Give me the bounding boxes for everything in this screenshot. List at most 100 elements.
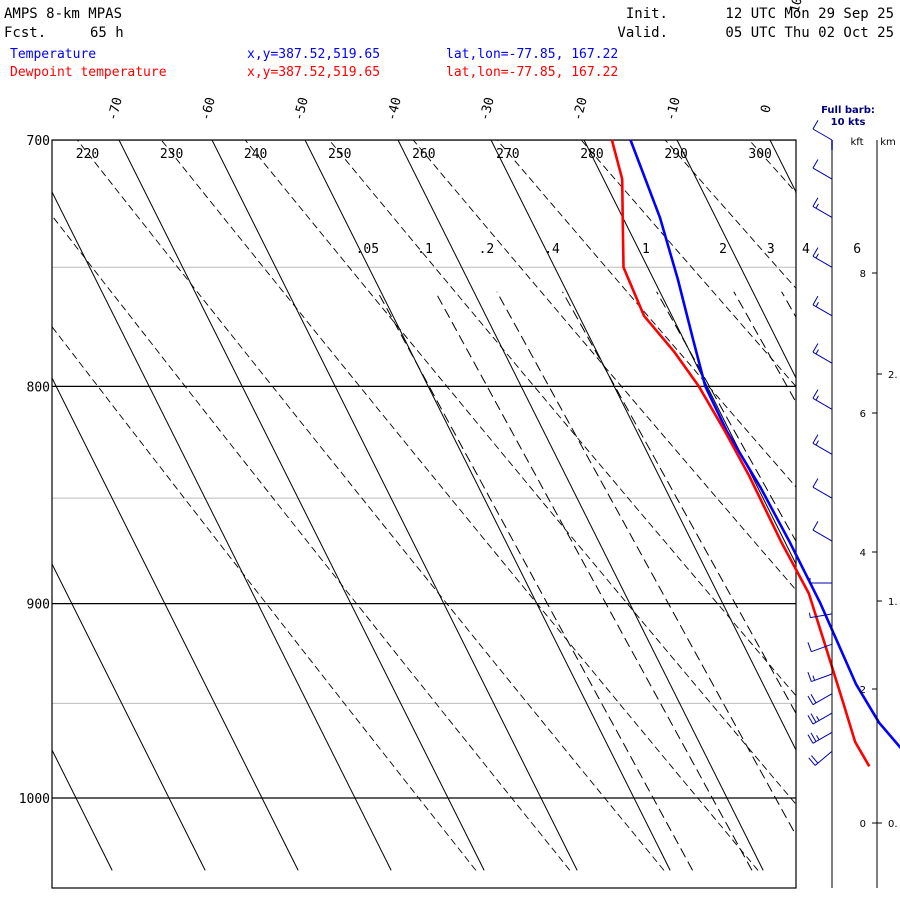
km-tick-label: 2.: [888, 370, 898, 381]
isotherm-label: -70: [105, 96, 126, 123]
dry-adiabat-line: [412, 140, 796, 591]
dry-adiabat-label: 270: [496, 147, 519, 162]
mixing-ratio-line: [377, 291, 694, 871]
wind-barb: [812, 693, 833, 706]
kft-tick-label: 2: [860, 685, 866, 696]
isotherm-label: 0: [758, 103, 775, 114]
wind-barb-flag: [810, 732, 817, 742]
isotherm-line: [850, 113, 900, 870]
wind-barb-flag: [807, 715, 814, 725]
isotherm-line: [583, 140, 796, 566]
km-tick-label: 0.: [888, 819, 898, 830]
isotherm-label: -20: [570, 96, 591, 123]
isotherm-label: -30: [477, 96, 498, 123]
wind-barb-flag: [812, 247, 819, 257]
dry-adiabat-line: [52, 326, 477, 871]
dry-adiabat-line: [664, 140, 796, 289]
wind-profile-panel: kft km 8 6 4 2 0 2. 1. 0.: [807, 120, 898, 888]
kft-tick-label: 4: [860, 548, 866, 559]
isotherm-label: -40: [384, 96, 405, 123]
wind-barb: [812, 128, 833, 141]
isotherm-line: [52, 376, 299, 871]
mixing-ratio-label: 2: [719, 242, 727, 257]
dry-adiabat-label: 280: [580, 147, 603, 162]
kft-tick-label: 6: [860, 409, 866, 420]
kft-tick-label: 0: [860, 819, 866, 830]
legend-temperature-xy: x,y=387.52,519.65: [247, 47, 380, 62]
legend-dewpoint-xy: x,y=387.52,519.65: [247, 65, 380, 80]
isotherm-line: [0, 113, 19, 870]
plot-lines: [0, 113, 900, 871]
wind-barb-flag: [812, 343, 819, 353]
wind-barb-flag: [815, 203, 819, 209]
forecast-hour: 65 h: [90, 25, 124, 41]
wind-barb: [812, 255, 833, 268]
isotherm-label: -10: [663, 96, 684, 123]
isotherm-line: [52, 562, 206, 871]
mixing-ratio-label: .4: [544, 242, 560, 257]
isotherm-label: -50: [291, 96, 312, 123]
km-tick-label: 1.: [888, 597, 898, 608]
wind-barb: [812, 712, 833, 725]
dry-adiabat-line: [160, 140, 759, 871]
isotherm-line: [676, 140, 796, 380]
wind-barb-flag: [808, 757, 816, 766]
valid-time: 05 UTC Thu 02 Oct 25: [725, 25, 894, 41]
dry-adiabat-label: 220: [76, 147, 99, 162]
mixing-ratio-label: 1: [642, 242, 650, 257]
wind-barb: [812, 529, 833, 542]
wind-barb-flag: [812, 159, 819, 169]
legend-dewpoint-latlon: lat,lon=-77.85, 167.22: [446, 65, 618, 80]
dry-adiabat-line: [496, 140, 796, 488]
valid-label: Valid.: [617, 25, 668, 41]
temperature-profile: [629, 139, 900, 750]
isotherm-line: [52, 190, 392, 871]
wind-barb-flag: [810, 713, 817, 723]
isotherm-line: [304, 140, 671, 871]
wind-barb-flag: [808, 612, 811, 618]
mixing-ratio-label: 3: [767, 242, 775, 257]
wind-barb-flag: [812, 120, 819, 130]
mixing-ratio-line: [781, 291, 796, 319]
plot-frame: [51, 139, 797, 889]
wind-barb-flag: [807, 734, 814, 744]
forecast-label: Fcst.: [4, 25, 46, 41]
dry-adiabat-line: [893, 114, 900, 871]
pressure-tick-label: 1000: [19, 792, 50, 807]
barb-key-line1: Full barb:: [821, 105, 875, 116]
wind-barb-flag: [815, 440, 819, 446]
isotherm-line: [769, 140, 796, 194]
mixing-ratio-label: .1: [417, 242, 433, 257]
wind-barb: [810, 613, 833, 619]
mixing-ratio-line: [496, 291, 796, 837]
wind-barb-flag: [815, 349, 819, 355]
wind-barb-flag: [812, 197, 819, 207]
mixing-ratio-label: 6: [853, 242, 861, 257]
mixing-ratio-label: .2: [479, 242, 495, 257]
wind-barb-flag: [812, 434, 819, 444]
dry-adiabat-label: 240: [244, 147, 267, 162]
dry-adiabat-line: [76, 140, 665, 871]
wind-barb-flag: [816, 715, 820, 721]
wind-barb-flag: [812, 389, 819, 399]
wind-barb-flag: [807, 671, 812, 682]
isotherm-label: -60: [198, 96, 219, 123]
dry-adiabat-line: [580, 140, 796, 388]
dry-adiabat-line: [809, 114, 900, 871]
dry-adiabat-line: [328, 140, 796, 697]
model-title: AMPS 8-km MPAS: [4, 6, 122, 22]
legend-temperature-latlon: lat,lon=-77.85, 167.22: [446, 47, 618, 62]
dry-adiabat-line: [244, 140, 796, 805]
legend-temperature-name: Temperature: [10, 47, 96, 62]
mixing-ratio-label: .05: [356, 242, 379, 257]
wind-barb: [811, 673, 833, 683]
dry-adiabat-label: 230: [160, 147, 183, 162]
wind-barb-flag: [815, 395, 819, 401]
wind-barb-flag: [812, 478, 819, 488]
isotherm-line: [52, 748, 113, 871]
wind-barb-flag: [810, 693, 817, 704]
wind-barb-flag: [811, 755, 819, 764]
wind-barb-flag: [815, 302, 819, 307]
wind-barb: [812, 167, 833, 180]
